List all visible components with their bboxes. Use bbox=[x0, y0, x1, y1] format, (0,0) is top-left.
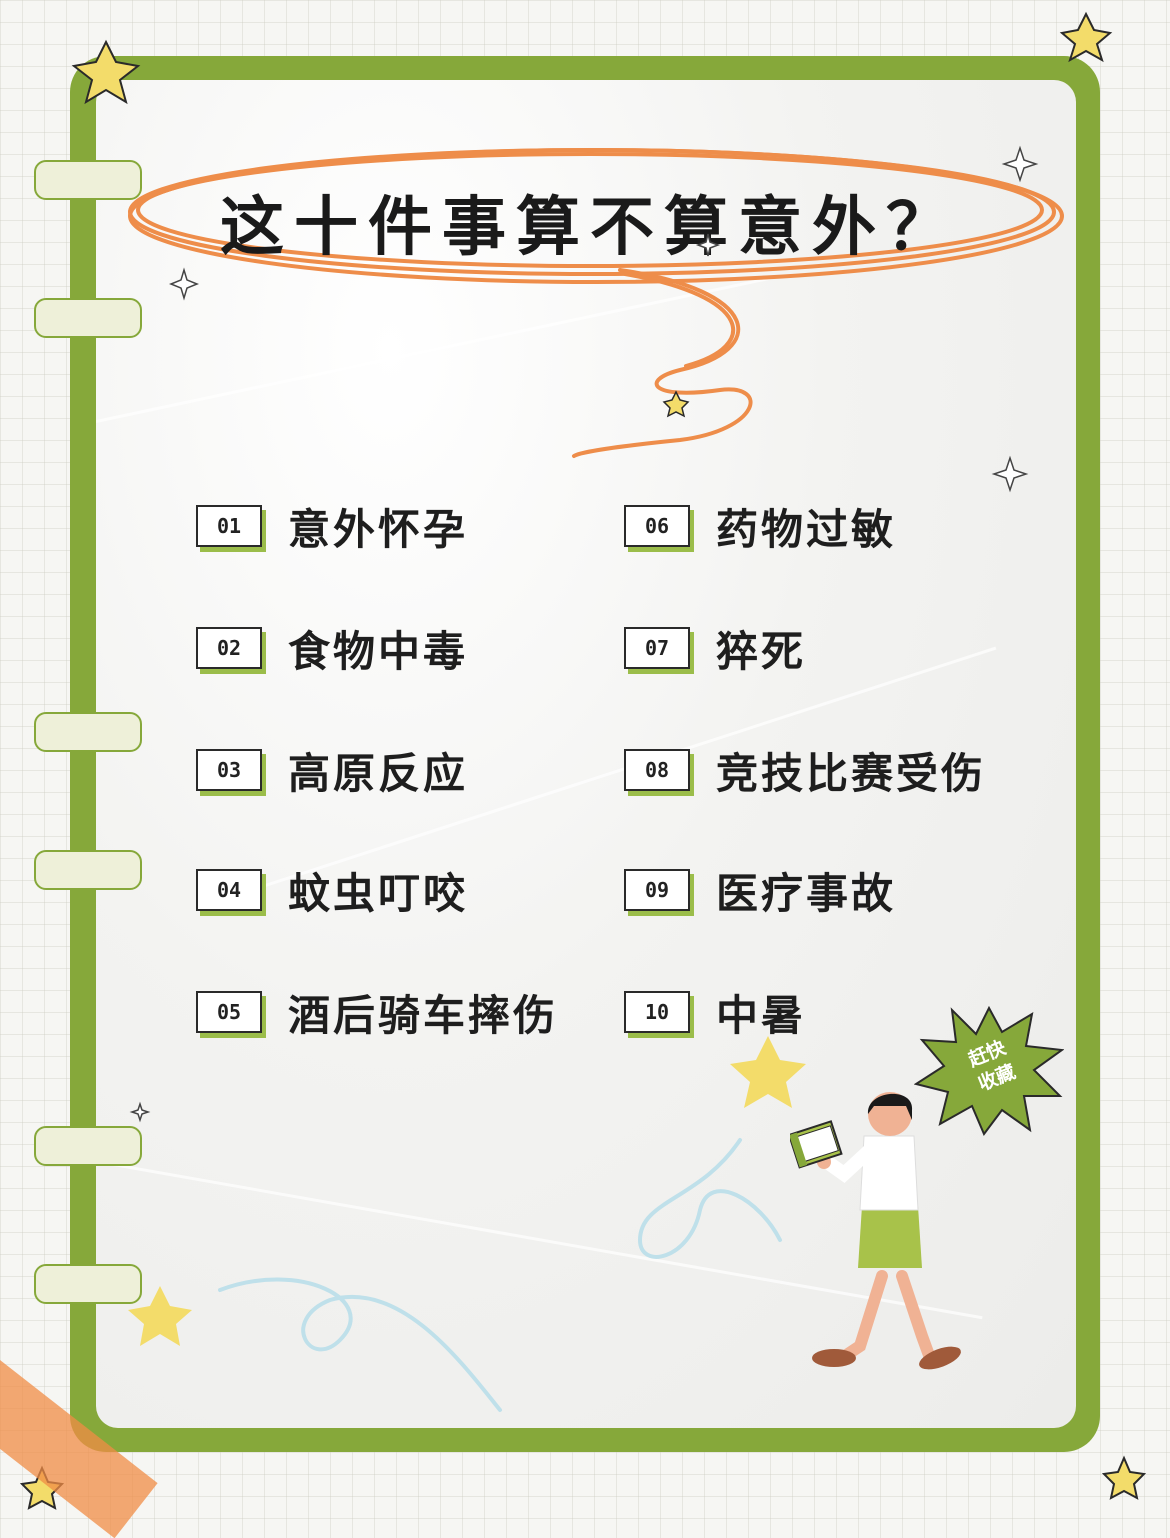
list-item: 10 中暑 bbox=[624, 982, 806, 1042]
binder-tab bbox=[34, 850, 142, 890]
item-label: 医疗事故 bbox=[716, 868, 897, 918]
item-label: 竞技比赛受伤 bbox=[716, 748, 987, 798]
item-number-badge: 10 bbox=[624, 991, 690, 1033]
item-number-badge: 02 bbox=[196, 627, 262, 669]
item-label: 意外怀孕 bbox=[288, 504, 469, 554]
item-number-badge: 06 bbox=[624, 505, 690, 547]
item-label: 药物过敏 bbox=[716, 504, 897, 554]
item-label: 食物中毒 bbox=[288, 626, 469, 676]
binder-tab bbox=[34, 1126, 142, 1166]
list-item: 05 酒后骑车摔伤 bbox=[196, 982, 558, 1042]
item-label: 中暑 bbox=[716, 990, 807, 1040]
item-number-badge: 01 bbox=[196, 505, 262, 547]
item-number-badge: 03 bbox=[196, 749, 262, 791]
list-item: 01 意外怀孕 bbox=[196, 496, 468, 556]
list-item: 03 高原反应 bbox=[196, 740, 468, 800]
item-label: 猝死 bbox=[716, 626, 807, 676]
item-number-badge: 07 bbox=[624, 627, 690, 669]
item-number-badge: 08 bbox=[624, 749, 690, 791]
list-item: 08 竞技比赛受伤 bbox=[624, 740, 986, 800]
item-number-badge: 05 bbox=[196, 991, 262, 1033]
burst-badge bbox=[914, 1006, 1064, 1136]
binder-tab bbox=[34, 298, 142, 338]
list-item: 02 食物中毒 bbox=[196, 618, 468, 678]
item-number-badge: 04 bbox=[196, 869, 262, 911]
star-icon bbox=[1101, 1455, 1147, 1500]
item-label: 酒后骑车摔伤 bbox=[288, 990, 559, 1040]
list-item: 07 猝死 bbox=[624, 618, 806, 678]
list-item: 04 蚊虫叮咬 bbox=[196, 860, 468, 920]
binder-tab bbox=[34, 1264, 142, 1304]
reading-student-illustration bbox=[790, 1092, 961, 1370]
title-area: 这十件事算不算意外？ bbox=[120, 140, 1080, 470]
star-icon bbox=[1059, 11, 1113, 63]
item-number-badge: 09 bbox=[624, 869, 690, 911]
page-title: 这十件事算不算意外？ bbox=[220, 191, 960, 265]
item-label: 蚊虫叮咬 bbox=[288, 868, 469, 918]
binder-tab bbox=[34, 712, 142, 752]
list-item: 06 药物过敏 bbox=[624, 496, 896, 556]
binder-tab bbox=[34, 160, 142, 200]
item-label: 高原反应 bbox=[288, 748, 469, 798]
scribble-swirl bbox=[128, 148, 1064, 458]
list-item: 09 医疗事故 bbox=[624, 860, 896, 920]
